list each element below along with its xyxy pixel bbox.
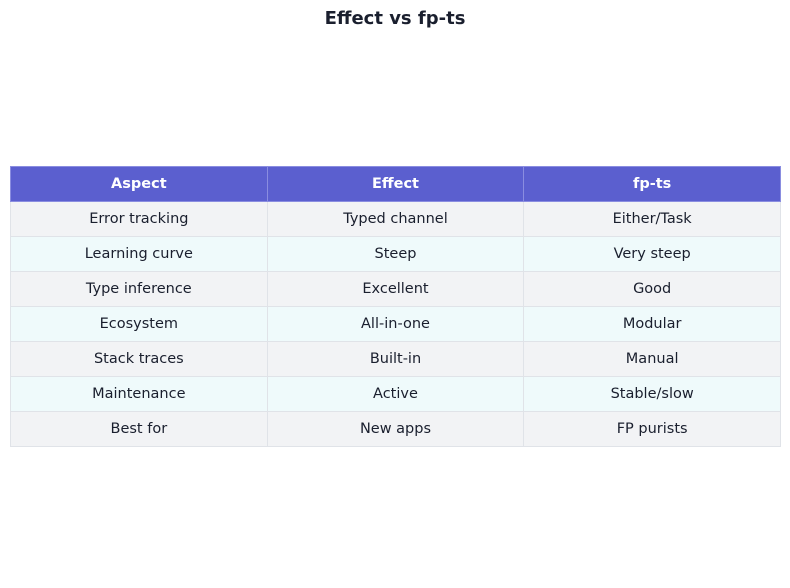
table-cell: FP purists [523,411,781,447]
table-row: Error tracking Typed channel Either/Task [10,201,781,237]
table-cell: Manual [523,341,781,377]
table-cell: Excellent [266,271,525,307]
table-cell: New apps [266,411,525,447]
table-row: Ecosystem All-in-one Modular [10,306,781,342]
header-cell: Effect [266,166,525,202]
table-body: Error tracking Typed channel Either/Task Le… [10,201,781,447]
title: Effect vs fp-ts [324,8,466,29]
table-row: Stack traces Built-in Manual [10,341,781,377]
table-cell: Ecosystem [10,306,268,342]
table-cell: Learning curve [10,236,268,272]
comparison-table: Aspect Effect fp-ts Error tracking Typed ch… [10,166,781,447]
table-cell: Good [523,271,781,307]
table-cell: Very steep [523,236,781,272]
header-cell: Aspect [10,166,268,202]
table-row: Type inference Excellent Good [10,271,781,307]
table-cell: All-in-one [266,306,525,342]
table-cell: Active [266,376,525,412]
table-row: Learning curve Steep Very steep [10,236,781,272]
table-cell: Built-in [266,341,525,377]
table-cell: Maintenance [10,376,268,412]
table-row: Best for New apps FP purists [10,411,781,447]
table-cell: Best for [10,411,268,447]
table-cell: Error tracking [10,201,268,237]
table-cell: Stable/slow [523,376,781,412]
table-cell: Type inference [10,271,268,307]
table-cell: Modular [523,306,781,342]
table-cell: Steep [266,236,525,272]
table-row: Maintenance Active Stable/slow [10,376,781,412]
header-row: Aspect Effect fp-ts [10,166,781,202]
table-cell: Stack traces [10,341,268,377]
table-cell: Typed channel [266,201,525,237]
header-cell: fp-ts [523,166,781,202]
table-cell: Either/Task [523,201,781,237]
